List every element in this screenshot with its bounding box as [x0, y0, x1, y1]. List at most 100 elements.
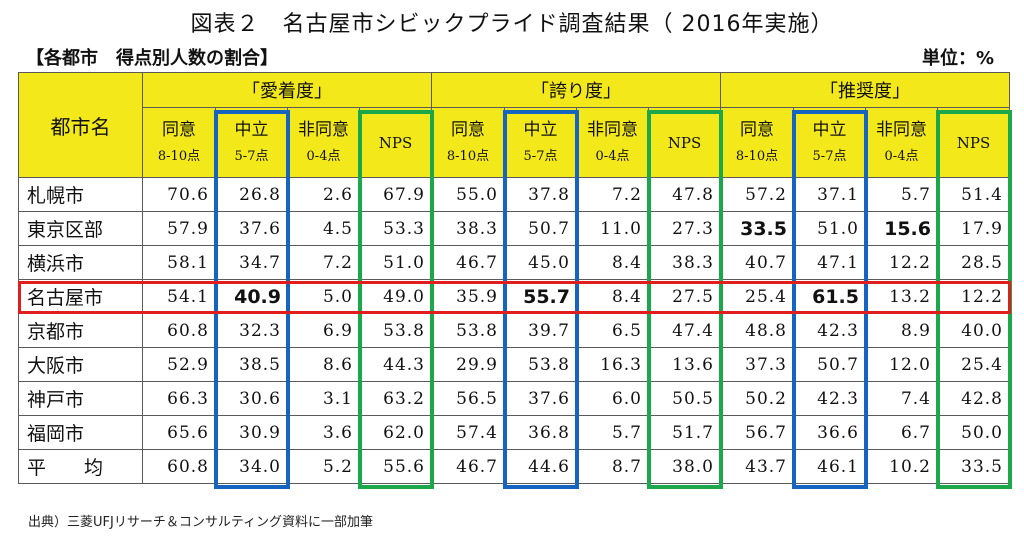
subcolumn-score-range: 0-4点	[884, 148, 919, 164]
value-cell: 62.0	[359, 415, 432, 450]
city-name: 大阪市	[18, 347, 143, 382]
value-cell: 42.8	[937, 381, 1010, 416]
value-cell: 3.6	[287, 415, 360, 450]
subcolumn-header: 同意 8-10点	[431, 107, 505, 178]
subcolumn-label: 中立	[812, 119, 847, 140]
value-cell: 12.2	[865, 245, 938, 280]
subcolumn-label: 非同意	[876, 119, 927, 140]
value-cell: 44.3	[359, 347, 432, 382]
subcolumn-score-range: 0-4点	[306, 148, 341, 164]
value-cell: 47.8	[648, 177, 721, 212]
value-cell: 10.2	[865, 449, 938, 484]
value-cell: 12.2	[937, 279, 1010, 314]
value-cell: 15.6	[865, 211, 938, 246]
value-cell: 38.3	[431, 211, 505, 246]
value-cell: 13.6	[648, 347, 721, 382]
subcolumn-header: 非同意 0-4点	[287, 107, 360, 178]
value-cell: 25.4	[937, 347, 1010, 382]
value-cell: 37.6	[215, 211, 288, 246]
value-cell: 66.3	[142, 381, 216, 416]
value-cell: 7.4	[865, 381, 938, 416]
value-cell: 34.0	[215, 449, 288, 484]
value-cell: 35.9	[431, 279, 505, 314]
value-cell: 7.2	[287, 245, 360, 280]
value-cell: 51.0	[359, 245, 432, 280]
value-cell: 57.4	[431, 415, 505, 450]
value-cell: 70.6	[142, 177, 216, 212]
subcolumn-header-row: 同意 8-10点 中立 5-7点 非同意 0-4点 NPS 同意 8-10点 中立 5-7点 非同意 0…	[19, 107, 1010, 178]
value-cell: 56.7	[720, 415, 794, 450]
value-cell: 40.0	[937, 313, 1010, 348]
value-cell: 40.9	[215, 279, 288, 314]
value-cell: 65.6	[142, 415, 216, 450]
value-cell: 50.7	[793, 347, 866, 382]
value-cell: 40.7	[720, 245, 794, 280]
value-cell: 50.0	[937, 415, 1010, 450]
city-name: 東京区部	[18, 211, 143, 246]
value-cell: 39.7	[504, 313, 577, 348]
subcolumn-score-range: 8-10点	[446, 148, 490, 164]
value-cell: 8.6	[287, 347, 360, 382]
value-cell: 42.3	[793, 381, 866, 416]
value-cell: 8.4	[576, 245, 649, 280]
subcolumn-score-range: 5-7点	[234, 148, 269, 164]
value-cell: 5.7	[576, 415, 649, 450]
subcolumn-label: 同意	[740, 119, 774, 140]
value-cell: 5.0	[287, 279, 360, 314]
city-name: 福岡市	[18, 415, 143, 450]
value-cell: 36.6	[793, 415, 866, 450]
source-note: 出典）三菱UFJリサーチ＆コンサルティング資料に一部加筆	[28, 515, 374, 530]
city-name: 名古屋市	[18, 279, 143, 314]
nps-header: NPS	[359, 107, 432, 178]
subcolumn-label: 同意	[451, 119, 485, 140]
value-cell: 50.5	[648, 381, 721, 416]
value-cell: 50.2	[720, 381, 794, 416]
value-cell: 29.9	[431, 347, 505, 382]
table-body: 札幌市 70.6 26.8 2.6 67.9 55.0 37.8 7.2 47.8 57.2 37.…	[18, 177, 1010, 484]
subcolumn-header: 同意 8-10点	[720, 107, 794, 178]
value-cell: 8.9	[865, 313, 938, 348]
table-caption: 【各都市 得点別人数の割合】	[26, 48, 278, 69]
value-cell: 43.7	[720, 449, 794, 484]
value-cell: 33.5	[720, 211, 794, 246]
value-cell: 6.0	[576, 381, 649, 416]
subcolumn-header: 同意 8-10点	[142, 107, 216, 178]
nps-header-label: NPS	[956, 134, 991, 152]
value-cell: 50.7	[504, 211, 577, 246]
table-row: 名古屋市 54.1 40.9 5.0 49.0 35.9 55.7 8.4 27.5 25.4 61…	[18, 279, 1010, 314]
subcolumn-label: 同意	[162, 119, 196, 140]
subcolumn-label: 非同意	[587, 119, 638, 140]
table-row: 平 均 60.8 34.0 5.2 55.6 46.7 44.6 8.7 38.0 43.7 46.…	[18, 449, 1010, 484]
table-row: 東京区部 57.9 37.6 4.5 53.3 38.3 50.7 11.0 27.3 33.5 5…	[18, 211, 1010, 246]
value-cell: 51.0	[793, 211, 866, 246]
value-cell: 51.4	[937, 177, 1010, 212]
nps-header-label: NPS	[667, 134, 702, 152]
value-cell: 34.7	[215, 245, 288, 280]
value-cell: 37.1	[793, 177, 866, 212]
value-cell: 53.8	[359, 313, 432, 348]
value-cell: 45.0	[504, 245, 577, 280]
value-cell: 2.6	[287, 177, 360, 212]
value-cell: 6.5	[576, 313, 649, 348]
value-cell: 6.7	[865, 415, 938, 450]
value-cell: 12.0	[865, 347, 938, 382]
city-name: 平 均	[18, 449, 143, 484]
value-cell: 11.0	[576, 211, 649, 246]
subcolumn-score-range: 8-10点	[735, 148, 779, 164]
value-cell: 48.8	[720, 313, 794, 348]
group-header-pride: 「誇り度」	[431, 72, 721, 108]
subcolumn-score-range: 0-4点	[595, 148, 630, 164]
group-header-recommend: 「推奨度」	[720, 72, 1010, 108]
value-cell: 51.7	[648, 415, 721, 450]
subcolumn-label: 非同意	[298, 119, 349, 140]
value-cell: 67.9	[359, 177, 432, 212]
city-header: 都市名	[18, 72, 143, 178]
value-cell: 57.9	[142, 211, 216, 246]
table-row: 京都市 60.8 32.3 6.9 53.8 53.8 39.7 6.5 47.4 48.8 42.…	[18, 313, 1010, 348]
group-header-attachment: 「愛着度」	[142, 72, 432, 108]
table-row: 福岡市 65.6 30.9 3.6 62.0 57.4 36.8 5.7 51.7 56.7 36.…	[18, 415, 1010, 450]
value-cell: 44.6	[504, 449, 577, 484]
subcolumn-header: 中立 5-7点	[504, 107, 577, 178]
value-cell: 54.1	[142, 279, 216, 314]
table-row: 大阪市 52.9 38.5 8.6 44.3 29.9 53.8 16.3 13.6 37.3 50…	[18, 347, 1010, 382]
